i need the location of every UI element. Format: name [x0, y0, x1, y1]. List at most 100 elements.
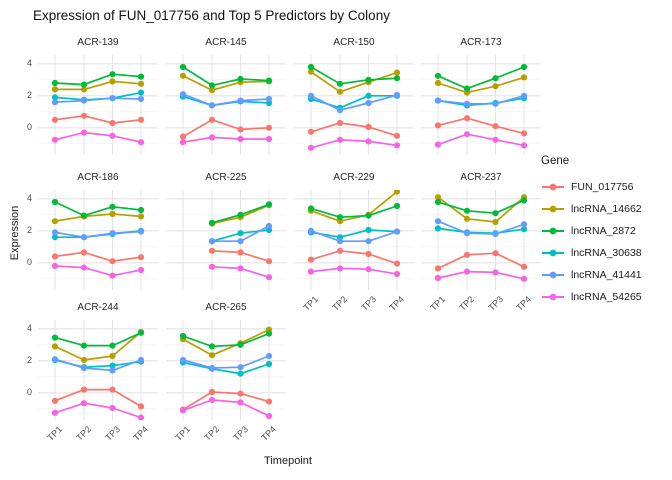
data-point [109, 78, 116, 85]
data-point [365, 212, 372, 219]
data-point [208, 82, 216, 89]
data-point [336, 238, 344, 245]
data-point [365, 226, 372, 234]
data-point [237, 370, 244, 377]
data-point [307, 256, 315, 263]
x-tick-label: TP4 [259, 424, 279, 443]
data-point [434, 141, 442, 148]
data-point [434, 97, 442, 104]
data-point [208, 247, 216, 254]
legend-key-icon [542, 205, 564, 213]
y-tick-label: 4 [26, 192, 32, 203]
data-point [434, 194, 442, 201]
legend-label: lncRNA_54265 [571, 291, 642, 303]
legend-label: lncRNA_14662 [571, 203, 642, 215]
data-point [51, 198, 59, 206]
data-point [492, 75, 499, 82]
facet-label-ACR-186: ACR-186 [77, 172, 119, 183]
data-point [307, 128, 315, 135]
data-point [51, 79, 59, 87]
data-point [520, 221, 528, 228]
data-point [307, 227, 315, 234]
data-point [208, 396, 216, 404]
data-point [80, 129, 88, 136]
data-point [265, 77, 273, 84]
data-point [179, 91, 187, 98]
data-point [51, 218, 59, 225]
data-point [336, 119, 344, 127]
data-point [109, 362, 116, 369]
y-tick-label: 0 [26, 386, 32, 397]
data-point [80, 234, 88, 241]
data-point [520, 275, 528, 282]
data-point [520, 92, 528, 99]
data-point [51, 94, 59, 101]
data-point [109, 258, 116, 265]
facet-panel-ACR-225 [166, 190, 286, 290]
data-point [179, 407, 187, 414]
data-point [109, 404, 116, 412]
data-point [80, 264, 88, 271]
data-point [463, 230, 471, 237]
data-point [109, 71, 116, 78]
data-point [208, 219, 216, 226]
data-point [137, 206, 145, 214]
data-point [265, 398, 273, 405]
data-point [51, 334, 59, 341]
data-point [393, 132, 401, 139]
x-axis-title: Timepoint [264, 455, 312, 467]
data-point [208, 263, 216, 270]
data-point [463, 115, 471, 122]
facet-label-ACR-225: ACR-225 [205, 172, 247, 183]
data-point [109, 342, 116, 349]
data-point [265, 135, 273, 143]
chart-title: Expression of FUN_017756 and Top 5 Predi… [33, 8, 390, 23]
x-tick-label: TP1 [45, 424, 65, 443]
facet-label-ACR-265: ACR-265 [205, 302, 247, 313]
data-point [434, 225, 442, 232]
data-point [109, 132, 116, 139]
data-point [80, 112, 88, 119]
data-point [492, 83, 499, 90]
data-point [265, 274, 273, 281]
data-point [80, 86, 88, 93]
data-point [520, 130, 528, 137]
legend-label: lncRNA_30638 [571, 247, 642, 259]
data-point [208, 238, 216, 245]
data-point [393, 202, 401, 210]
x-tick-label: TP3 [230, 424, 250, 443]
data-point [51, 229, 59, 236]
data-point [463, 207, 471, 214]
data-point [265, 360, 273, 368]
data-point [492, 218, 499, 226]
data-point [393, 270, 401, 278]
data-point [51, 234, 59, 241]
data-point [208, 102, 216, 109]
data-point [265, 352, 273, 360]
data-point [434, 72, 442, 79]
data-point [463, 268, 471, 275]
data-point [51, 397, 59, 404]
data-point [365, 238, 372, 245]
data-point [365, 266, 372, 273]
x-tick-label: TP1 [428, 294, 448, 313]
data-point [365, 76, 372, 83]
data-point [265, 330, 273, 337]
data-point [179, 139, 187, 146]
y-tick-label: 2 [26, 354, 32, 365]
data-point [463, 215, 471, 222]
data-point [80, 97, 88, 104]
data-point [237, 126, 244, 133]
data-point [137, 95, 145, 103]
data-point [393, 228, 401, 235]
data-point [80, 212, 88, 219]
y-tick-label: 0 [26, 256, 32, 267]
data-point [265, 412, 273, 420]
data-point [51, 253, 59, 260]
data-point [336, 88, 344, 95]
facet-label-ACR-139: ACR-139 [77, 37, 119, 48]
y-tick-label: 2 [26, 89, 32, 100]
data-point [51, 136, 59, 143]
x-tick-label: TP3 [358, 294, 378, 313]
